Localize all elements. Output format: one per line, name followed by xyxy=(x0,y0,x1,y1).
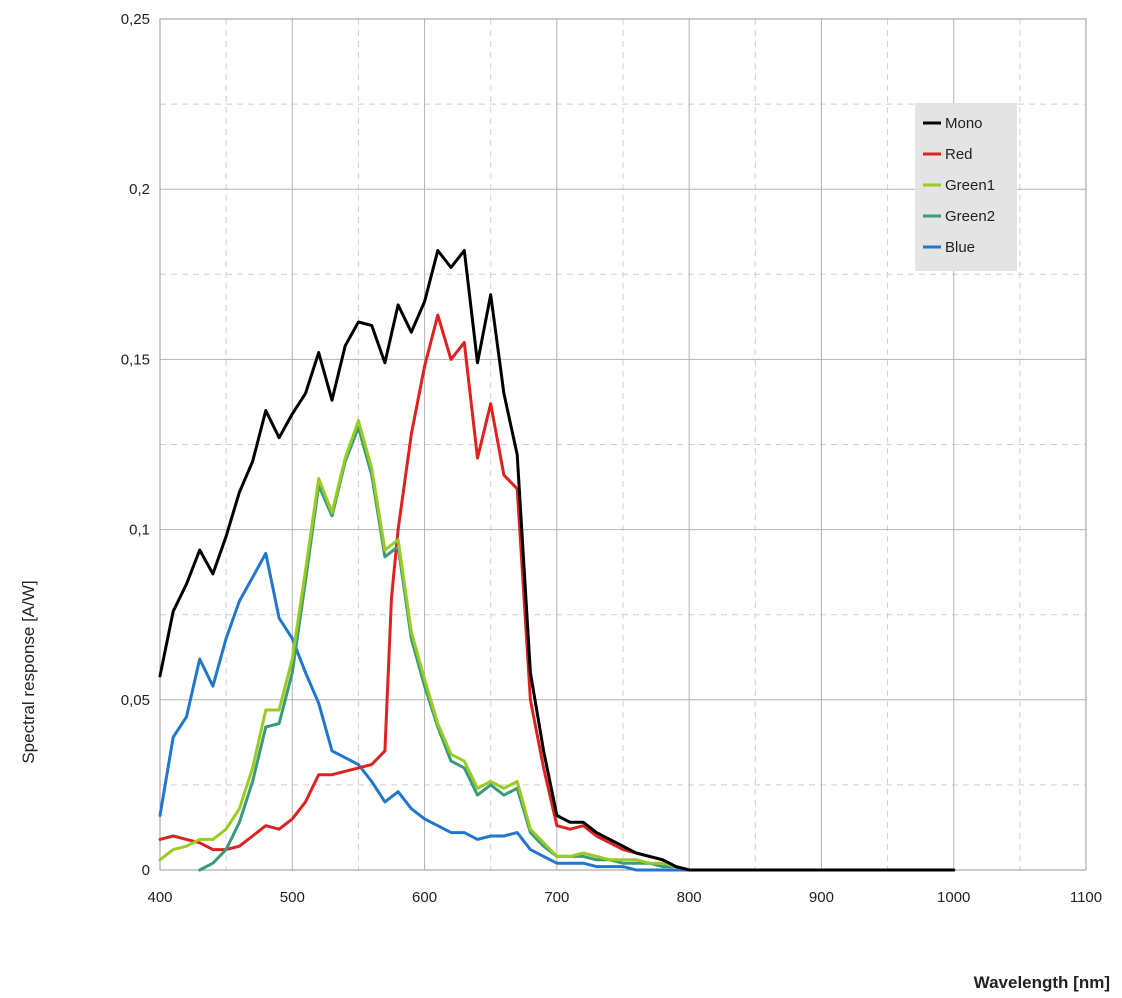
tick-labels: 400 500 600 700 800 900 1000 1100 0 0,05 0,1 0,15 0,… xyxy=(121,11,1102,906)
series-lines xyxy=(158,249,956,872)
y-tick-label: 0,2 xyxy=(129,181,150,198)
x-tick-label: 1100 xyxy=(1070,889,1102,906)
x-tick-label: 600 xyxy=(412,889,437,906)
y-tick-label: 0 xyxy=(142,862,150,879)
x-tick-label: 700 xyxy=(544,889,569,906)
legend-label-green1: Green1 xyxy=(945,177,995,194)
y-axis-title: Spectral response [A/W] xyxy=(19,580,38,763)
legend: Mono Red Green1 Green2 Blue xyxy=(915,103,1017,271)
y-tick-label: 0,1 xyxy=(129,522,150,539)
x-tick-label: 1000 xyxy=(937,889,970,906)
legend-label-blue: Blue xyxy=(945,239,975,256)
series-line-green1 xyxy=(158,419,956,872)
legend-box xyxy=(915,103,1017,271)
plot-frame xyxy=(159,18,1087,871)
legend-label-mono: Mono xyxy=(945,115,983,132)
legend-label-green2: Green2 xyxy=(945,208,995,225)
series-line-blue xyxy=(158,551,956,872)
series-line-mono xyxy=(158,249,956,872)
legend-label-red: Red xyxy=(945,146,973,163)
x-tick-label: 900 xyxy=(809,889,834,906)
x-tick-label: 800 xyxy=(677,889,702,906)
axes xyxy=(159,18,1087,871)
x-axis-title: Wavelength [nm] xyxy=(974,973,1110,992)
y-tick-label: 0,25 xyxy=(121,11,150,28)
y-tick-label: 0,05 xyxy=(121,692,150,709)
x-tick-label: 500 xyxy=(280,889,305,906)
x-tick-label: 400 xyxy=(147,889,172,906)
y-tick-label: 0,15 xyxy=(121,351,150,368)
